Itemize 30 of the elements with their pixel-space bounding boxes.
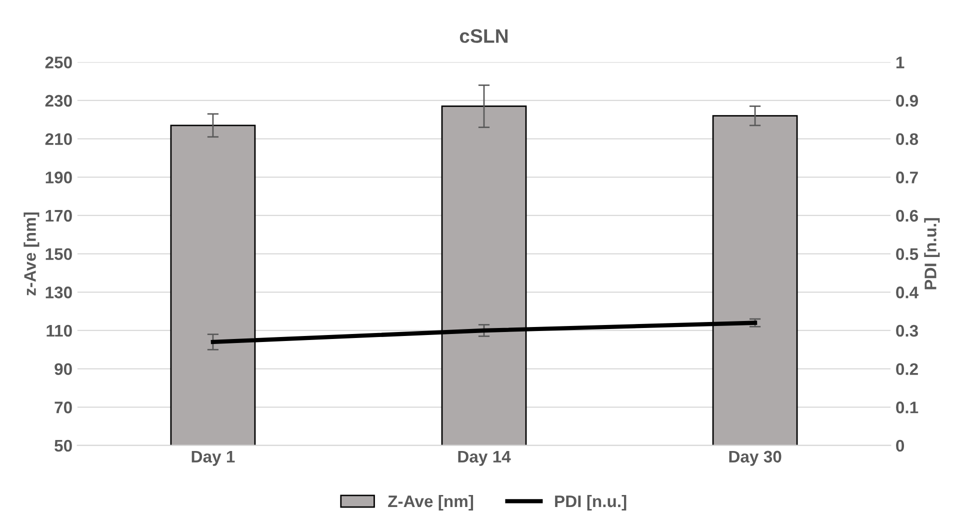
y-tick-label: 110 (46, 324, 72, 337)
x-tick-label: Day 14 (458, 450, 511, 466)
y2-tick-label: 1 (896, 56, 904, 68)
y-axis-title: z-Ave [nm] (24, 212, 40, 296)
y-tick-label: 190 (46, 172, 72, 184)
y2-tick-label: 0.3 (896, 324, 918, 337)
x-tick-label: Day 1 (192, 450, 235, 466)
y2-tick-label: 0.1 (896, 402, 918, 414)
y-tick-label: 70 (54, 402, 72, 414)
chart-title: cSLN (460, 29, 508, 43)
legend-label: Z-Ave [nm] (388, 494, 474, 511)
y-tick-label: 250 (45, 56, 72, 68)
y-tick-label: 210 (45, 133, 72, 146)
x-tick-label: Day 30 (729, 450, 782, 466)
y2-tick-label: 0 (896, 440, 904, 452)
y-tick-label: 50 (54, 440, 72, 452)
y2-tick-label: 0.6 (896, 210, 918, 222)
y-tick-label: 150 (46, 248, 72, 260)
y-tick-label: 130 (46, 286, 72, 298)
y2-tick-label: 0.7 (896, 172, 918, 184)
y2-tick-label: 0.2 (896, 363, 918, 376)
y2-tick-label: 0.8 (896, 133, 918, 146)
y-tick-label: 90 (54, 363, 72, 376)
y2-tick-label: 0.9 (896, 94, 918, 107)
y-tick-label: 230 (45, 94, 72, 107)
legend-label: PDI [n.u.] (555, 494, 626, 511)
y-tick-label: 170 (46, 210, 72, 222)
y2-axis-title: PDI [n.u.] (924, 218, 940, 290)
y2-tick-label: 0.4 (896, 286, 918, 298)
y2-tick-label: 0.5 (896, 248, 918, 260)
